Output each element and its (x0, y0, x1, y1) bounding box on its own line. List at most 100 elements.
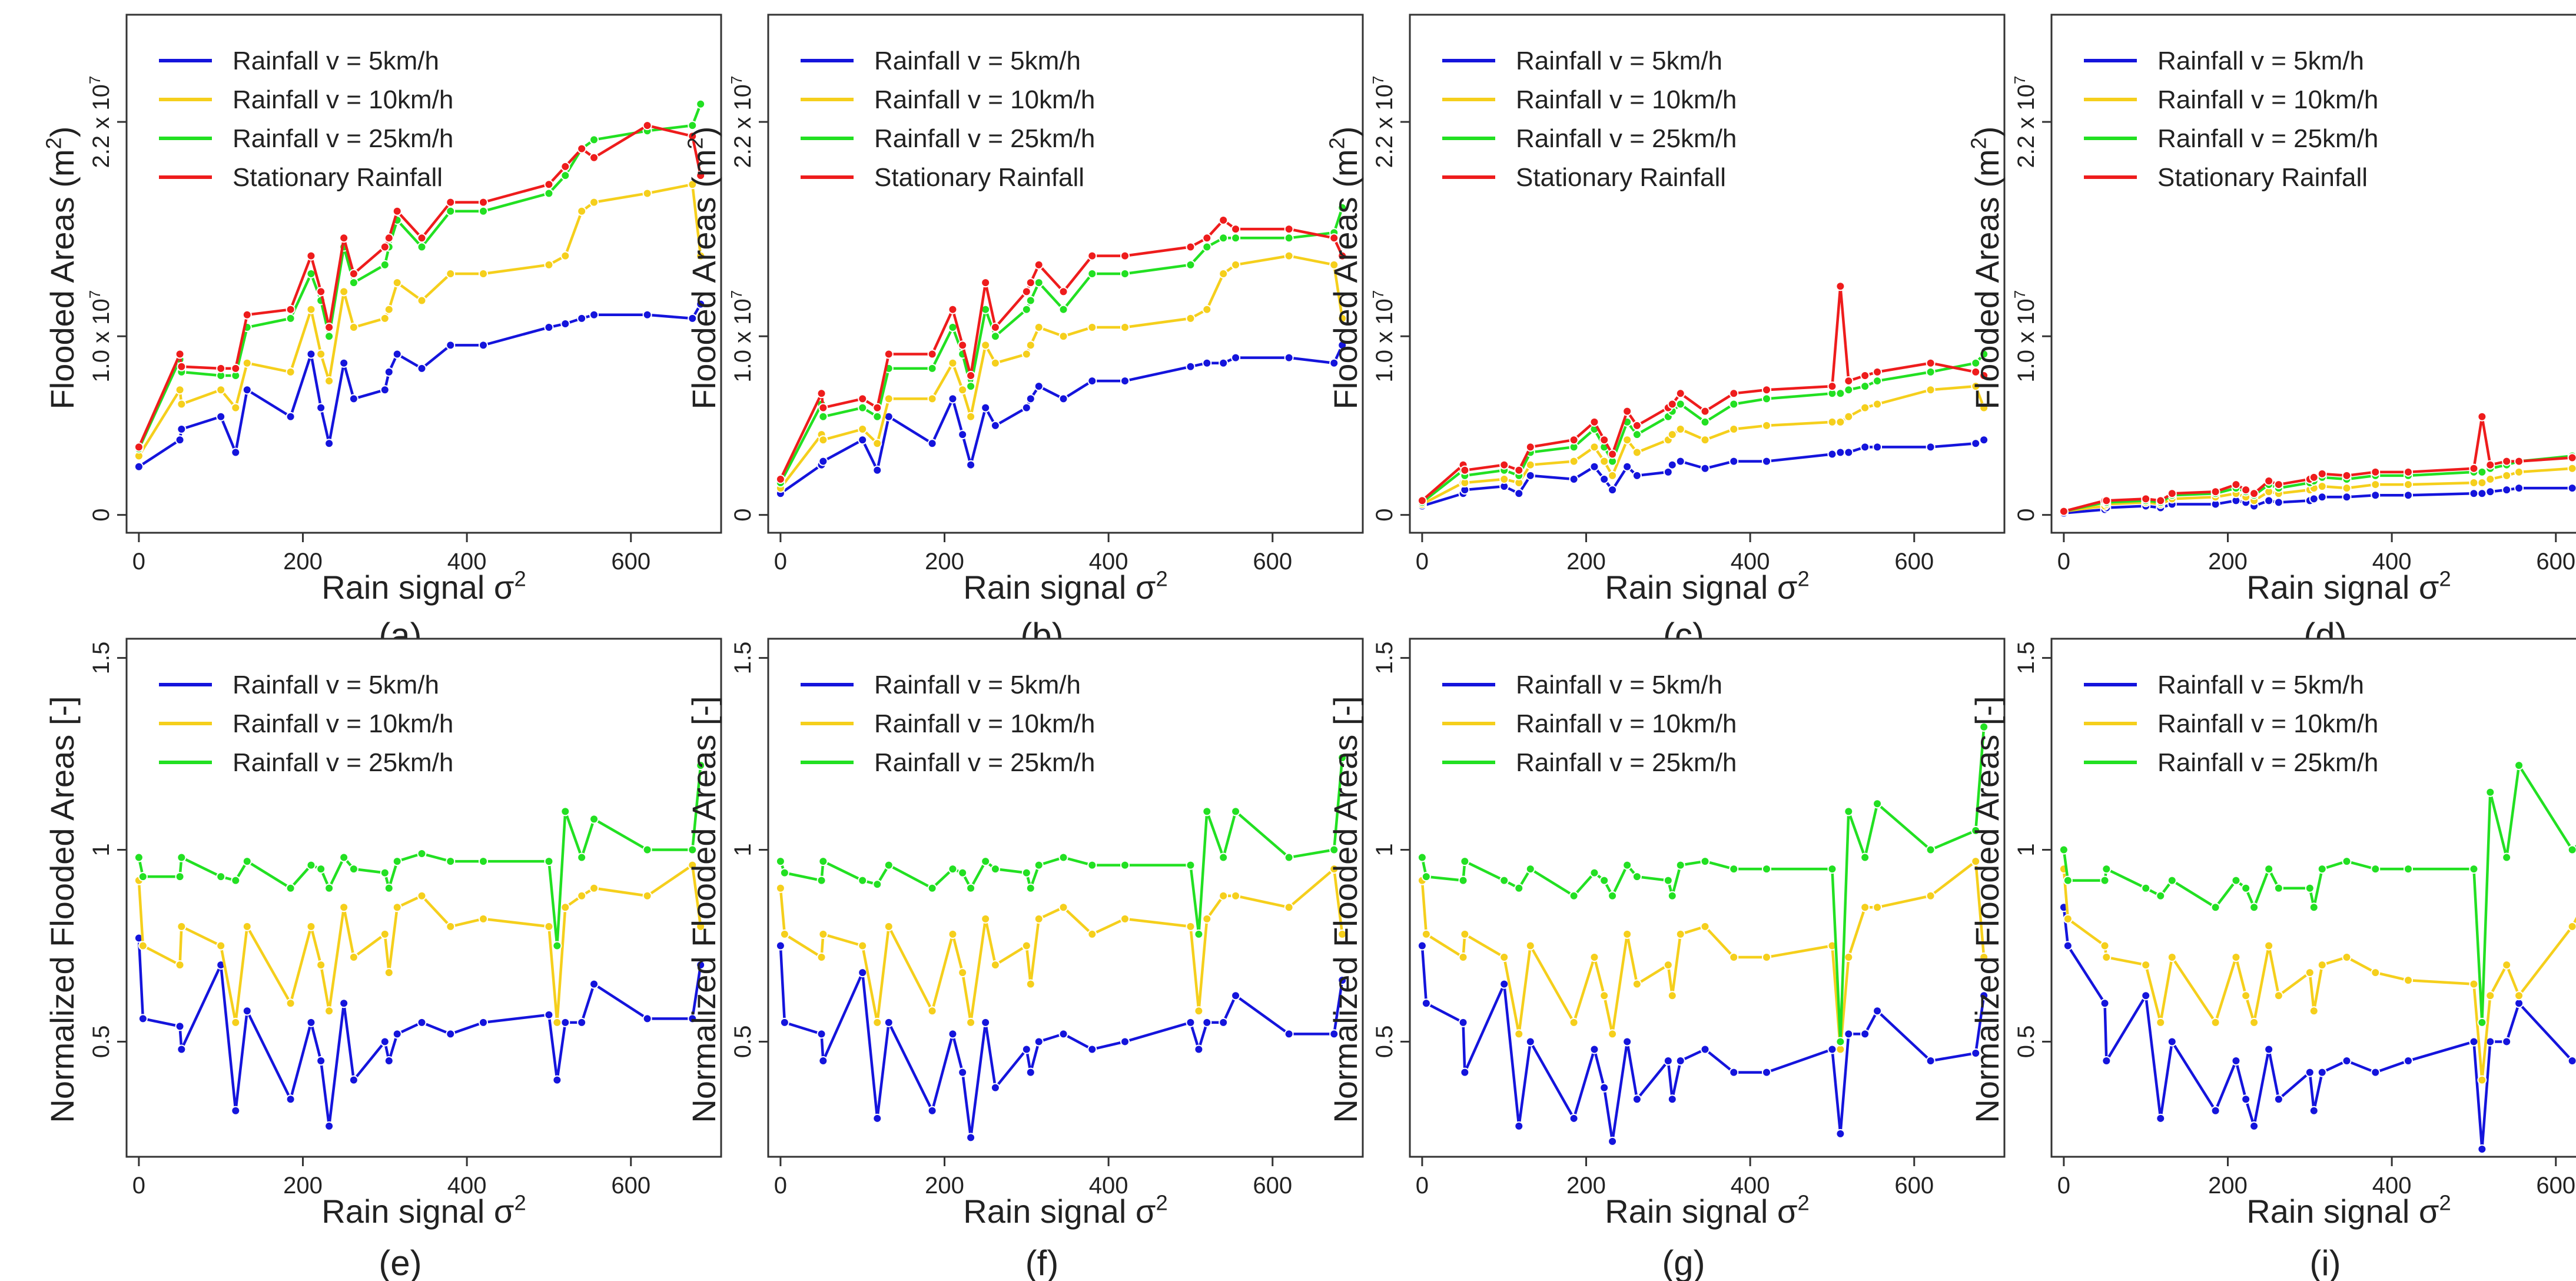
data-point (138, 872, 148, 882)
data-point (1827, 864, 1837, 874)
data-point (1632, 1094, 1642, 1104)
data-point (2567, 921, 2576, 931)
x-tick-label: 0 (132, 549, 145, 575)
data-point (2485, 787, 2495, 797)
data-point (2477, 1075, 2487, 1085)
data-point (2273, 480, 2283, 490)
data-point (479, 206, 488, 216)
data-point (2273, 883, 2283, 893)
plot-frame (125, 14, 722, 534)
data-point (1632, 872, 1642, 882)
data-point (2264, 864, 2274, 874)
y-tick-label: 0.5 (1372, 1026, 1397, 1058)
data-point (2210, 1106, 2220, 1116)
data-point (175, 960, 185, 970)
data-point (1186, 860, 1196, 870)
data-point (479, 1017, 488, 1027)
data-point (2100, 875, 2110, 885)
data-point (966, 883, 976, 893)
data-point (1632, 430, 1642, 440)
data-point (560, 807, 570, 817)
data-point (872, 1113, 882, 1123)
data-point (1034, 278, 1044, 288)
data-point (818, 857, 828, 867)
panel-caption: (e) (379, 1243, 421, 1281)
data-point (872, 465, 882, 475)
data-point (1632, 420, 1642, 430)
data-point (2102, 1056, 2112, 1066)
data-point (446, 206, 456, 216)
data-point (1663, 960, 1673, 970)
data-point (1025, 278, 1035, 288)
data-point (242, 358, 252, 368)
data-point (1835, 417, 1845, 427)
data-point (1337, 929, 1347, 939)
data-point (2156, 891, 2166, 901)
data-point (816, 1029, 826, 1039)
data-point (479, 197, 488, 207)
data-point (134, 462, 144, 472)
data-point (1873, 799, 1883, 809)
data-point (884, 394, 894, 404)
y-tick-label: 1 (2013, 843, 2039, 856)
data-point (175, 349, 185, 359)
data-point (1231, 991, 1241, 1001)
data-point (1569, 435, 1579, 445)
data-point (560, 318, 570, 328)
data-point (306, 1017, 316, 1027)
y-tick-label: 0.5 (88, 1026, 114, 1058)
data-point (138, 941, 148, 951)
data-point (1120, 860, 1130, 870)
data-point (1729, 953, 1739, 963)
data-point (1329, 864, 1339, 874)
data-point (1667, 1094, 1677, 1104)
y-tick-label: 0 (2013, 509, 2039, 522)
data-point (552, 941, 562, 951)
data-point (1622, 929, 1632, 939)
data-point (688, 121, 698, 131)
data-point (927, 439, 937, 449)
y-axis-label: Normalized Flooded Areas [-] (1968, 696, 2006, 1123)
data-point (1284, 1029, 1294, 1039)
legend-label: Rainfall v = 5km/h (233, 47, 439, 75)
data-point (1827, 417, 1837, 427)
data-point (966, 460, 976, 470)
data-point (2514, 483, 2524, 493)
legend-label: Rainfall v = 5km/h (1516, 47, 1722, 75)
data-point (1700, 857, 1710, 867)
data-point (818, 403, 828, 413)
data-point (1608, 470, 1618, 480)
data-point (286, 313, 296, 323)
data-point (1589, 442, 1599, 452)
data-point (544, 260, 554, 270)
data-point (2514, 998, 2524, 1008)
data-point (884, 921, 894, 931)
data-point (306, 349, 316, 359)
data-point (2404, 975, 2413, 985)
data-point (175, 385, 185, 395)
data-point (384, 304, 394, 314)
data-point (1971, 1048, 1981, 1058)
data-point (392, 349, 402, 359)
data-point (2249, 902, 2259, 912)
data-point (577, 313, 587, 323)
data-point (231, 363, 241, 373)
data-point (2063, 941, 2073, 951)
data-point (1499, 460, 1509, 470)
data-point (1034, 260, 1044, 270)
legend-label: Rainfall v = 25km/h (1516, 124, 1737, 153)
x-tick-label: 400 (1089, 549, 1128, 575)
data-point (2231, 953, 2241, 963)
data-point (2404, 480, 2413, 490)
data-point (927, 394, 937, 404)
x-tick-label: 200 (283, 1173, 323, 1199)
data-point (1663, 875, 1673, 885)
data-point (1025, 883, 1035, 893)
data-point (1186, 242, 1196, 252)
data-point (816, 953, 826, 963)
data-point (1058, 902, 1068, 912)
data-point (1025, 1067, 1035, 1077)
data-point (2502, 456, 2512, 466)
data-point (2100, 998, 2110, 1008)
